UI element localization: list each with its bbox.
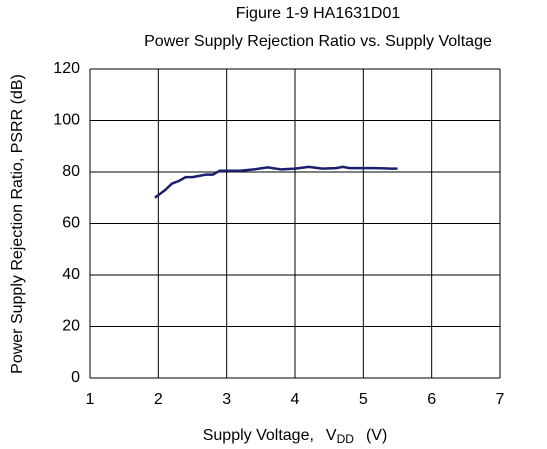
chart-subtitle: Power Supply Rejection Ratio vs. Supply … [144,33,492,50]
x-tick-label: 5 [359,391,368,408]
y-axis-label: Power Supply Rejection Ratio, PSRR (dB) [9,74,26,374]
y-tick-label: 80 [62,163,80,180]
x-axis-label: Supply Voltage, VDD (V) [203,427,388,446]
y-tick-label: 40 [62,266,80,283]
y-tick-label: 120 [53,60,80,77]
chart-title: Figure 1-9 HA1631D01 [236,5,401,22]
x-tick-label: 6 [427,391,436,408]
x-tick-label: 2 [154,391,163,408]
x-tick-label: 3 [222,391,231,408]
x-label-symbol: V [326,427,337,444]
x-tick-label: 4 [291,391,300,408]
data-line [154,165,398,199]
x-tick-label: 1 [86,391,95,408]
y-tick-label: 60 [62,215,80,232]
x-label-subscript: DD [337,432,355,446]
x-label-text: Supply Voltage, [203,427,314,444]
x-tick-label: 7 [496,391,505,408]
y-tick-label: 20 [62,318,80,335]
y-tick-label: 100 [53,112,80,129]
y-tick-label: 0 [71,369,80,386]
x-label-unit: (V) [366,427,387,444]
